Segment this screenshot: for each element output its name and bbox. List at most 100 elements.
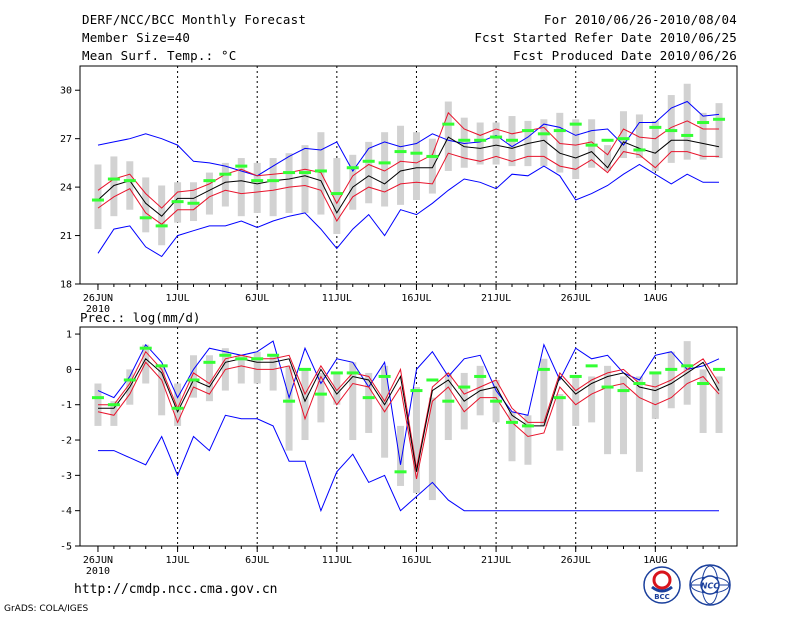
range-box	[651, 120, 659, 171]
range-box	[604, 365, 612, 455]
ncc-logo: NCC	[689, 564, 731, 606]
series-line-max	[97, 100, 720, 177]
y-tick-label: 0	[66, 365, 72, 376]
bcc-logo: BCC	[643, 566, 681, 604]
series-line-mean	[97, 136, 720, 217]
range-box	[604, 145, 612, 171]
range-box	[253, 351, 261, 384]
range-box	[205, 355, 213, 402]
range-box	[333, 158, 341, 234]
temperature-chart: 18 21 24 27 30 26JUN 1JUL 6JUL 11JUL 16JUL 21JUL 26…	[60, 65, 738, 315]
x-tick-label: 26JUL	[561, 293, 591, 304]
series-line-mean	[98, 358, 720, 472]
y-tick-label: 30	[60, 86, 72, 97]
range-box	[556, 112, 564, 173]
range-box	[253, 162, 261, 213]
range-box	[365, 372, 373, 433]
range-box	[333, 372, 341, 405]
range-box	[460, 117, 468, 168]
y-tick-label: -4	[60, 506, 72, 517]
series-line-min	[97, 163, 719, 258]
range-box	[285, 153, 293, 213]
series-line-upper	[98, 350, 720, 469]
y-tick-label: -3	[60, 471, 72, 482]
range-box	[412, 387, 420, 494]
range-box	[667, 95, 675, 163]
range-box	[349, 154, 357, 210]
range-box	[476, 122, 484, 165]
grads-credit: GrADS: COLA/IGES	[4, 604, 89, 614]
range-box	[94, 164, 102, 230]
range-box	[158, 185, 166, 246]
x-tick-label: 11JUL	[322, 293, 352, 304]
range-box	[237, 158, 245, 217]
range-box	[397, 425, 405, 486]
x-tick-label: 6JUL	[245, 555, 269, 566]
x-tick-label: 21JUL	[481, 293, 511, 304]
range-box	[572, 119, 580, 180]
range-box	[381, 132, 389, 207]
started-date: Fcst Started Refer Date 2010/06/25	[474, 30, 737, 45]
range-box	[715, 376, 723, 433]
range-box	[572, 376, 580, 426]
range-box	[365, 141, 373, 204]
range-box	[524, 415, 532, 465]
range-box	[635, 114, 643, 159]
variable-label: Mean Surf. Temp.: °C	[82, 48, 237, 63]
series-line-upper	[97, 111, 719, 209]
range-box	[699, 112, 707, 160]
forecast-period: For 2010/06/26-2010/08/04	[543, 12, 737, 27]
range-box	[588, 376, 596, 423]
y-tick-label: 1	[66, 330, 72, 341]
range-box	[349, 362, 357, 441]
precipitation-chart: -5 -4 -3 -2 -1 0 1 26JUN 1JUL 6JUL 11JUL 16JUL 21JUL…	[60, 310, 738, 577]
x-tick-label: 1AUG	[643, 293, 667, 304]
range-box	[635, 376, 643, 472]
x-tick-label: 26JUN	[83, 293, 113, 304]
range-box	[285, 365, 293, 451]
range-box	[492, 122, 500, 165]
year-label: 2010	[86, 304, 110, 315]
range-box	[174, 383, 182, 426]
range-box	[556, 394, 564, 451]
range-box	[94, 383, 102, 426]
x-tick-label: 16JUL	[401, 555, 431, 566]
plot-frame	[79, 65, 738, 285]
range-box	[221, 162, 229, 207]
member-size: Member Size=40	[82, 30, 191, 45]
range-box	[412, 132, 420, 201]
range-box	[397, 125, 405, 205]
x-tick-label: 1JUL	[166, 293, 190, 304]
year-label: 2010	[86, 566, 110, 577]
range-box	[158, 365, 166, 416]
range-box	[110, 156, 118, 217]
x-tick-label: 1AUG	[643, 555, 667, 566]
y-tick-label: 24	[60, 183, 72, 194]
range-box	[428, 138, 436, 194]
x-tick-label: 26JUL	[561, 555, 591, 566]
x-tick-label: 16JUL	[401, 293, 431, 304]
range-box	[715, 103, 723, 159]
range-box	[142, 177, 150, 233]
range-box	[269, 158, 277, 217]
range-box	[428, 397, 436, 501]
y-tick-label: -5	[60, 542, 72, 553]
range-box	[190, 355, 198, 398]
plot-frame	[79, 326, 738, 547]
range-box	[301, 369, 309, 441]
ncc-logo-text: NCC	[701, 582, 720, 591]
series-line-min	[98, 414, 719, 513]
range-box	[237, 355, 245, 384]
range-box	[110, 401, 118, 426]
produced-date: Fcst Produced Date 2010/06/26	[512, 48, 737, 63]
x-tick-label: 21JUL	[481, 555, 511, 566]
precip-title: Prec.: log(mm/d)	[80, 310, 200, 325]
range-box	[699, 369, 707, 433]
x-tick-label: 11JUL	[322, 555, 352, 566]
range-box	[588, 119, 596, 168]
range-box	[683, 83, 691, 160]
range-box	[126, 161, 134, 210]
forecast-title: DERF/NCC/BCC Monthly Forecast	[82, 12, 307, 27]
website-url[interactable]: http://cmdp.ncc.cma.gov.cn	[74, 582, 278, 597]
